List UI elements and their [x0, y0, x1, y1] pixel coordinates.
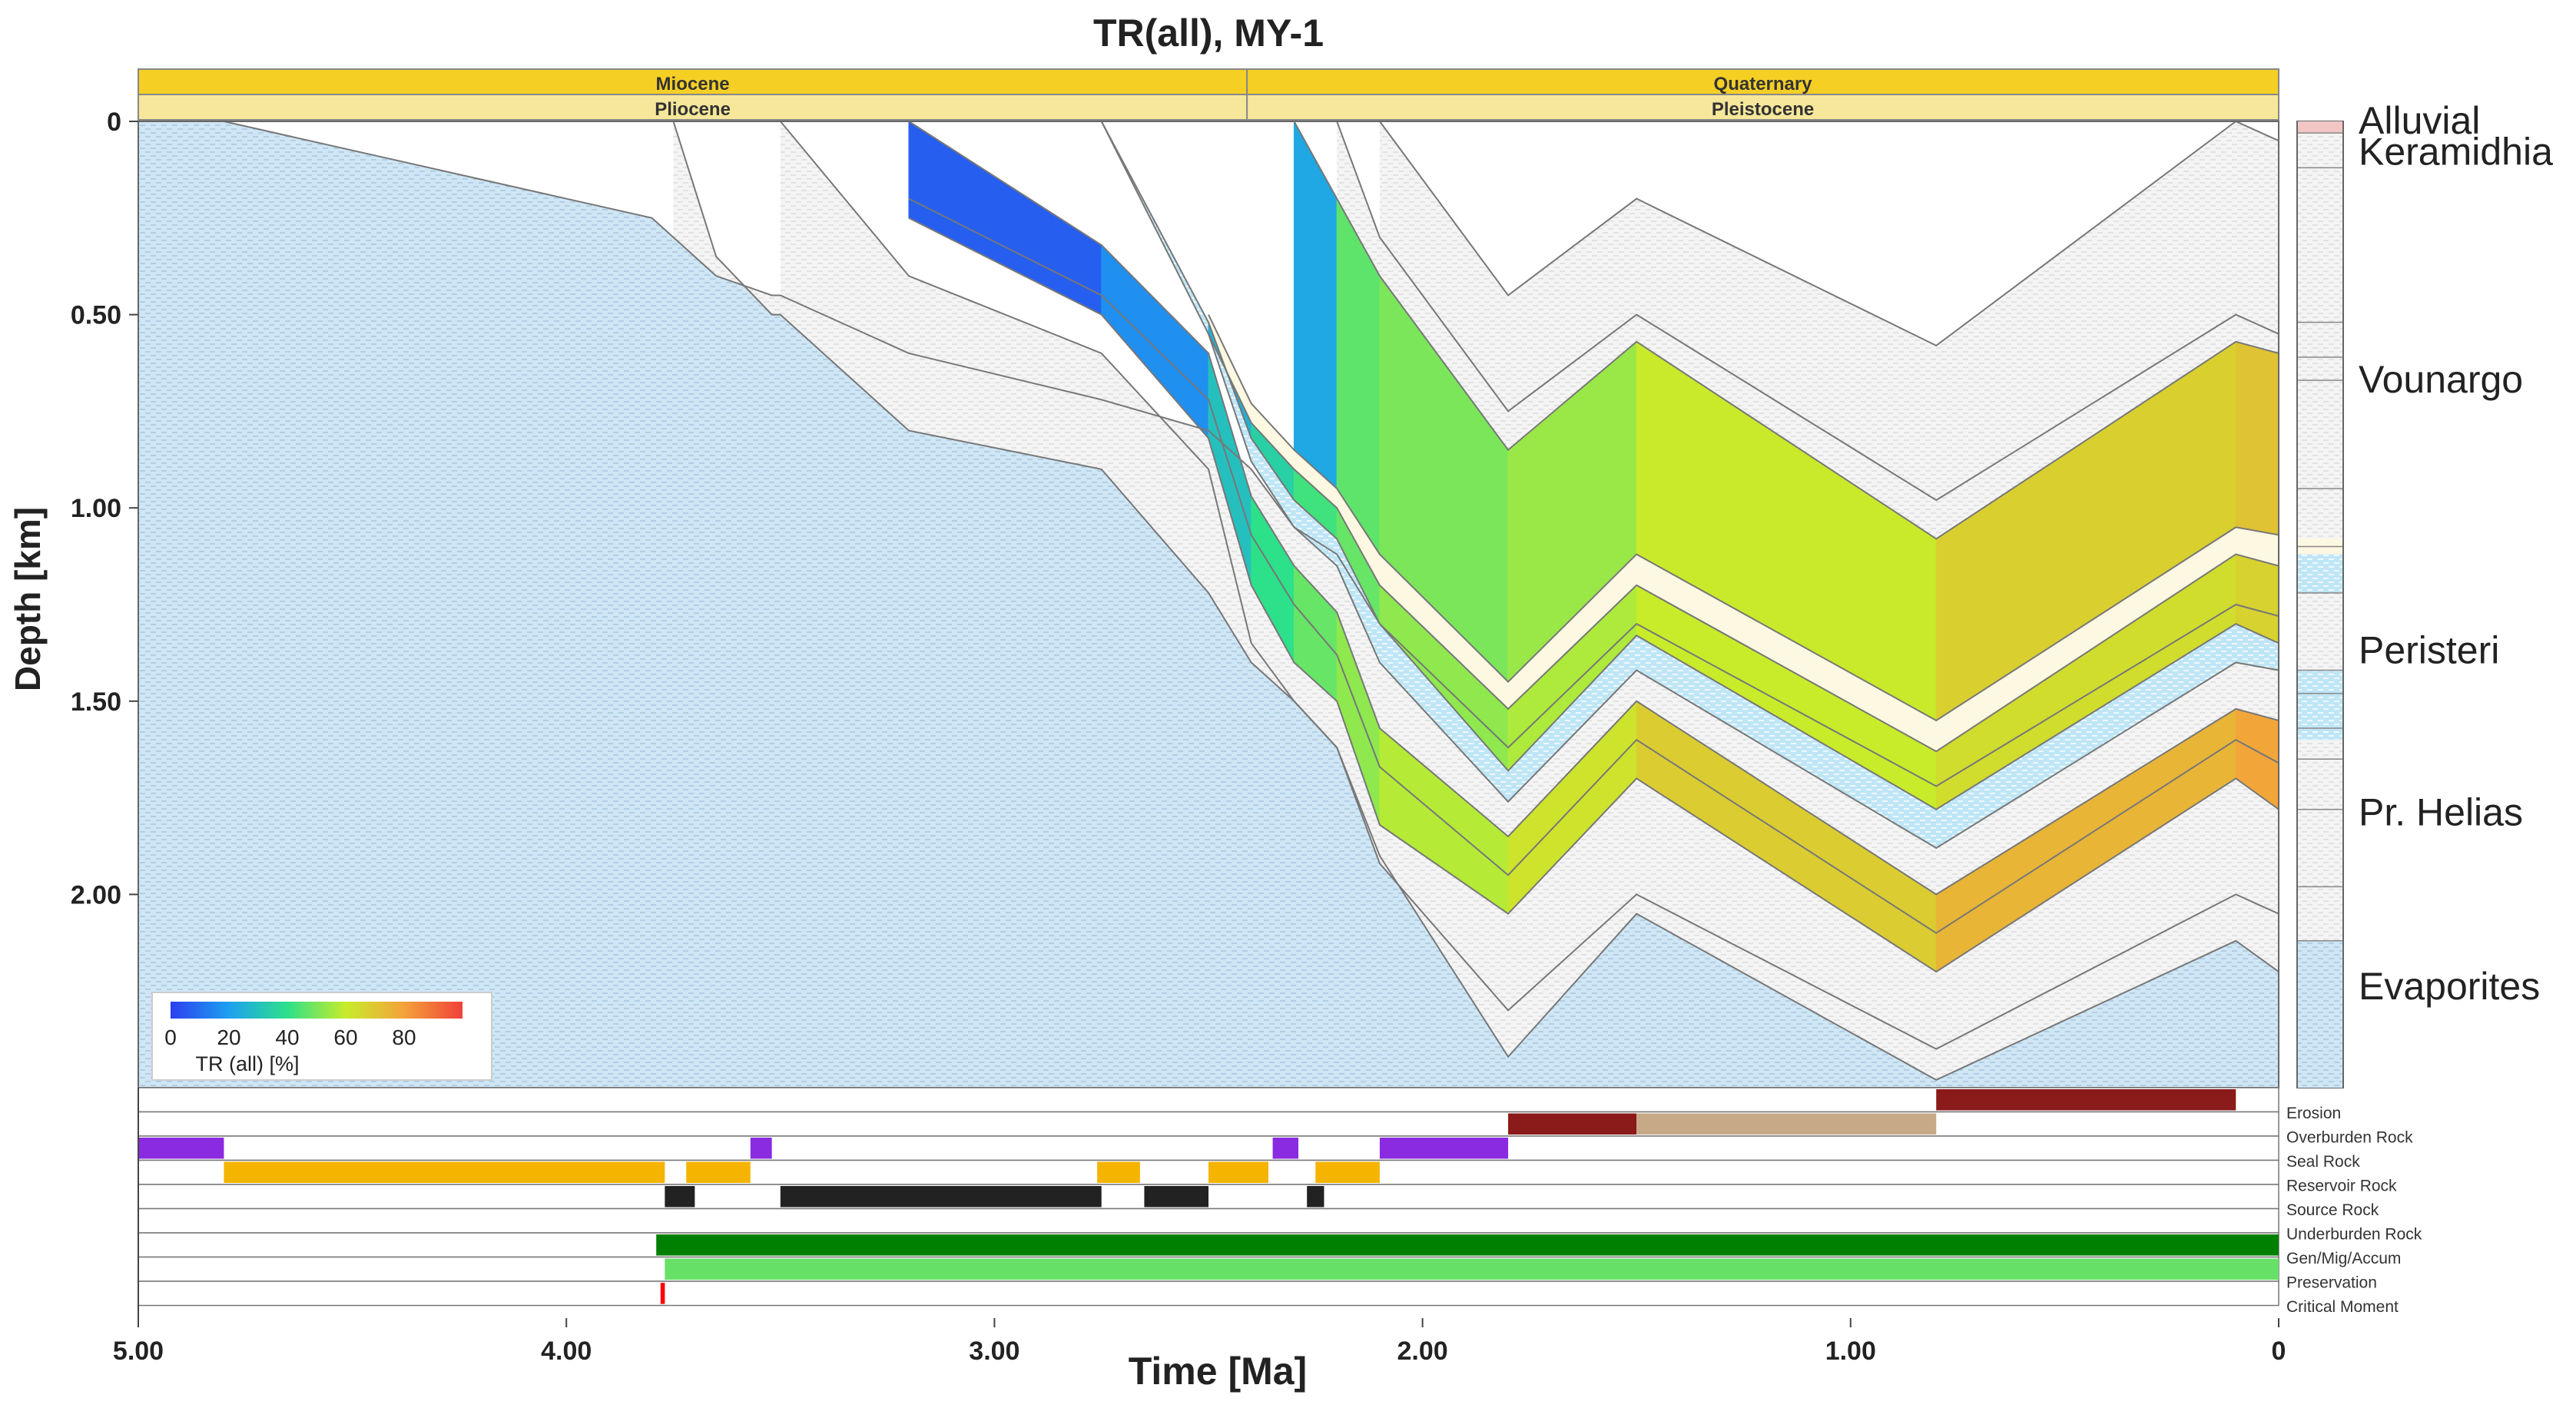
y-tick-label: 0.50 [71, 301, 121, 330]
column-unit [2298, 554, 2342, 593]
colorbar-label: TR (all) [%] [196, 1052, 300, 1075]
x-tick-label: 2.00 [1397, 1337, 1448, 1366]
x-tick-label: 0 [2272, 1337, 2286, 1366]
epoch-top-label: Miocene [656, 74, 730, 94]
event-bar [1097, 1161, 1140, 1183]
horizon-line [1336, 121, 2279, 502]
colorbar-ticks: 0 20 40 60 80 [164, 1025, 416, 1049]
event-bar [1144, 1186, 1208, 1208]
horizon-line [908, 217, 2279, 973]
horizon-line [780, 121, 2279, 1050]
event-bar [686, 1161, 751, 1183]
event-row-label: Reservoir Rock [2286, 1177, 2397, 1194]
event-bar [1936, 1089, 2236, 1111]
horizon-line [672, 121, 2279, 1082]
event-bar [1208, 1161, 1269, 1183]
formation-label: Vounargo [2359, 358, 2523, 401]
x-axis-label: Time [Ma] [1129, 1350, 1307, 1393]
epoch-bars: Miocene Quaternary Pliocene Pleistocene [138, 68, 2279, 121]
x-tick-label: 4.00 [541, 1337, 592, 1366]
horizon-line [1100, 121, 2279, 850]
x-tick-label: 3.00 [969, 1337, 1019, 1366]
event-row-label: Gen/Mig/Accum [2286, 1250, 2401, 1267]
event-bar [1272, 1138, 1299, 1159]
y-tick-label: 1.00 [71, 494, 121, 523]
x-axis: 5.00 4.00 3.00 2.00 1.00 0 [113, 1318, 2286, 1366]
event-bar [780, 1186, 1102, 1208]
horizon-line [1293, 121, 2279, 540]
y-axis-label: Depth [km] [8, 507, 48, 691]
x-tick-label: 1.00 [1825, 1337, 1876, 1366]
horizon-line [1379, 121, 2279, 347]
formation-band [780, 121, 2279, 1080]
x-tick-label: 5.00 [113, 1337, 164, 1366]
epoch-bottom-label: Pliocene [655, 99, 731, 120]
reservoir-band [1101, 121, 2279, 849]
event-row [138, 1280, 2279, 1307]
overburden-band [673, 121, 2279, 1080]
epoch-bottom-bar [138, 94, 1248, 121]
epoch-bottom-bar [1246, 94, 2279, 121]
y-axis: 0 0.50 1.00 1.50 2.00 [71, 108, 138, 909]
event-row [138, 1135, 2279, 1161]
colorbar-tick-label: 40 [275, 1025, 299, 1049]
y-tick-label: 0 [107, 108, 121, 137]
event-row-label: Critical Moment [2286, 1298, 2399, 1316]
event-bar [750, 1138, 772, 1159]
event-bar [138, 1138, 224, 1159]
event-bar [1636, 1113, 1937, 1135]
y-tick-label: 1.50 [71, 687, 121, 717]
colorbar-tick-label: 0 [164, 1025, 177, 1049]
event-row [138, 1111, 2279, 1137]
colorbar-tick-label: 80 [392, 1025, 416, 1049]
event-row-label: Erosion [2286, 1105, 2341, 1122]
horizon-line [1208, 333, 2279, 753]
event-row-label: Preservation [2286, 1274, 2377, 1291]
colorbar-legend: 0 20 40 60 80 TR (all) [%] [151, 992, 492, 1081]
formation-label: Alluvial [2359, 99, 2480, 142]
plot-area [138, 121, 2279, 1088]
formation-label: Pr. Helias [2359, 791, 2523, 834]
event-bar [1508, 1113, 1637, 1135]
formation-label: Evaporites [2359, 965, 2540, 1008]
epoch-top-label: Quaternary [1714, 74, 1813, 94]
event-row-label: Seal Rock [2286, 1153, 2360, 1171]
horizon-line [224, 121, 2279, 787]
event-bar [1379, 1138, 1509, 1159]
event-bar [665, 1258, 2279, 1280]
event-bar [656, 1234, 2279, 1256]
event-row-label: Underburden Rock [2286, 1225, 2422, 1243]
column-unit [2298, 121, 2342, 134]
horizon-line [1208, 314, 2279, 722]
formation-label: Keramidhia [2359, 130, 2553, 173]
event-row [138, 1208, 2279, 1234]
events-chart: Erosion Overburden Rock Seal Rock Reservoir… [138, 1087, 2422, 1318]
formation-label: Peristeri [2359, 628, 2499, 671]
horizon-line [908, 121, 2279, 896]
event-bar [1315, 1161, 1380, 1183]
chart-title: TR(all), MY-1 [1093, 12, 1324, 55]
formation-band [1379, 121, 2279, 501]
event-bar [660, 1283, 665, 1304]
tr-segment [2235, 341, 2279, 535]
y-tick-label: 2.00 [71, 880, 121, 909]
colorbar-gradient [171, 1002, 462, 1019]
horizon-lines [224, 121, 2279, 1082]
epoch-bottom-label: Pleistocene [1712, 99, 1814, 120]
colorbar-tick-label: 20 [217, 1025, 240, 1049]
event-bar [1307, 1186, 1324, 1208]
stratigraphic-column [2296, 121, 2344, 1088]
colorbar-tick-label: 60 [333, 1025, 357, 1049]
event-row-label: Overburden Rock [2286, 1128, 2413, 1146]
epoch-top-bar [1246, 68, 2279, 95]
epoch-top-bar [138, 68, 1248, 95]
column-unit [2298, 670, 2342, 740]
event-bar [665, 1186, 695, 1208]
column-unit [2298, 940, 2342, 1088]
horizon-line [908, 197, 2279, 934]
event-bar [224, 1161, 665, 1183]
event-row-label: Source Rock [2286, 1201, 2379, 1219]
